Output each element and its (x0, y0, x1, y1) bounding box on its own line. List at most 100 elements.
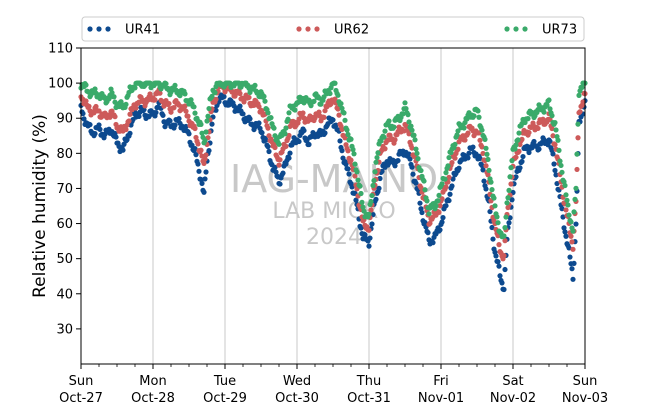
data-point (493, 253, 499, 259)
data-point (192, 125, 198, 132)
y-tick-label: 100 (48, 77, 73, 92)
data-point (422, 219, 428, 226)
data-point (352, 161, 358, 167)
data-point (436, 209, 442, 215)
data-point (392, 163, 398, 169)
data-point (337, 138, 343, 144)
data-point (256, 120, 262, 126)
data-point (502, 238, 508, 244)
data-point (373, 159, 379, 165)
legend: UR41 UR62 UR73 (81, 16, 585, 42)
data-point (83, 98, 89, 104)
data-point (437, 227, 443, 233)
series-ur62 (78, 80, 588, 262)
data-point (126, 118, 132, 124)
data-point (109, 108, 115, 114)
data-point (535, 125, 541, 132)
data-point (508, 181, 514, 187)
data-point (97, 126, 103, 132)
data-point (123, 101, 129, 108)
data-point (166, 100, 172, 107)
data-point (446, 197, 452, 204)
data-point (430, 240, 436, 246)
data-point (504, 200, 510, 206)
data-point (449, 159, 455, 166)
data-point (277, 157, 283, 163)
data-point (283, 143, 289, 149)
data-point (471, 113, 477, 119)
data-point (201, 160, 207, 166)
data-point (286, 110, 292, 116)
data-point (366, 227, 372, 233)
data-point (199, 180, 205, 186)
data-point (92, 131, 98, 137)
data-point (573, 185, 579, 191)
data-point (413, 180, 419, 186)
data-point (525, 116, 531, 122)
data-point (392, 137, 398, 143)
data-point (375, 150, 381, 156)
data-point (549, 125, 555, 132)
data-point (483, 145, 489, 151)
y-tick-label: 60 (56, 217, 73, 232)
data-point (261, 93, 267, 100)
data-point (185, 113, 191, 119)
y-tick-label: 50 (56, 252, 73, 267)
data-point (480, 150, 486, 157)
data-point (366, 211, 372, 217)
data-point (374, 154, 380, 161)
data-point (360, 204, 366, 210)
data-point (575, 135, 581, 141)
data-point (446, 174, 452, 180)
data-point (570, 228, 576, 234)
data-point (579, 84, 585, 91)
x-tick-day: Wed (283, 374, 311, 389)
legend-box (81, 16, 585, 42)
data-point (286, 132, 292, 139)
data-point (296, 138, 302, 145)
data-point (566, 212, 572, 218)
data-point (358, 190, 364, 197)
data-point (196, 168, 202, 174)
data-point (446, 154, 452, 161)
data-point (573, 221, 579, 227)
data-point (252, 82, 258, 88)
x-tick-date: Nov-01 (418, 391, 464, 406)
watermark-line-2: LAB MICRO (272, 199, 395, 224)
data-point (192, 145, 198, 152)
data-point (339, 126, 345, 133)
data-point (203, 129, 209, 135)
data-point (409, 145, 415, 151)
data-point (209, 93, 215, 99)
data-point (213, 107, 219, 113)
data-point (550, 151, 556, 157)
data-point (203, 169, 209, 175)
data-point (379, 168, 385, 174)
data-point (517, 165, 523, 171)
data-point (259, 108, 265, 114)
data-point (452, 155, 458, 161)
data-point (205, 113, 211, 119)
data-point (490, 236, 496, 242)
data-point (157, 90, 163, 96)
data-point (81, 116, 87, 122)
data-point (202, 156, 208, 162)
data-point (501, 286, 507, 293)
data-point (569, 266, 575, 272)
legend-label: UR73 (542, 23, 577, 38)
data-point (491, 195, 497, 201)
data-point (496, 242, 502, 248)
data-point (348, 157, 354, 163)
data-point (544, 102, 550, 108)
watermark-line-3: 2024 (306, 225, 362, 250)
data-point (564, 197, 570, 203)
data-point (300, 110, 306, 116)
data-point (209, 121, 215, 127)
data-point (513, 174, 519, 180)
data-point (136, 113, 142, 120)
data-point (437, 203, 443, 209)
legend-label: UR41 (125, 23, 160, 38)
data-point (480, 167, 486, 173)
data-point (402, 100, 408, 106)
